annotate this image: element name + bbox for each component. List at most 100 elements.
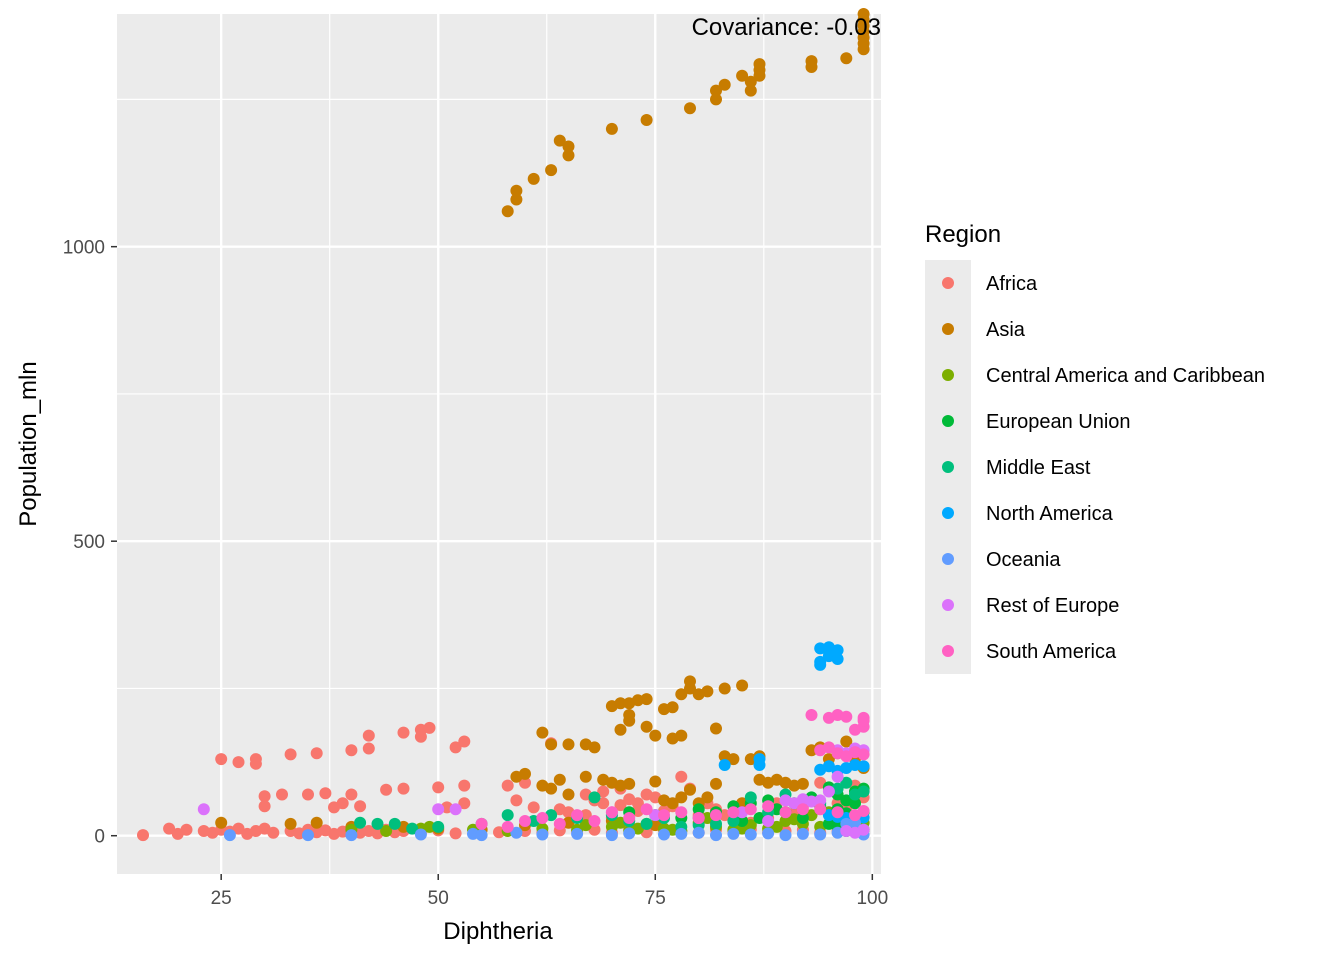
data-point [197, 803, 210, 816]
data-point [814, 803, 827, 816]
data-point [736, 69, 749, 82]
data-point [562, 788, 575, 801]
data-point [527, 801, 540, 814]
data-point [371, 817, 384, 830]
data-point [267, 826, 280, 839]
legend-key-middle-east [942, 461, 954, 473]
data-point [414, 828, 427, 841]
legend-key-rest-of-europe [942, 599, 954, 611]
data-point [284, 748, 297, 761]
data-point [857, 805, 870, 817]
data-point [310, 816, 323, 829]
data-point [345, 829, 358, 842]
data-point [736, 679, 749, 692]
data-point [458, 797, 471, 810]
legend-label-central-america-and-caribbean: Central America and Caribbean [986, 365, 1265, 387]
data-point [579, 770, 592, 783]
data-point [588, 815, 601, 827]
data-point [849, 797, 861, 810]
legend-title: Region [925, 221, 1001, 248]
data-point [215, 816, 228, 829]
x-axis-title: Diphtheria [443, 918, 553, 945]
data-point [623, 812, 636, 824]
data-point [345, 744, 358, 757]
data-point [675, 806, 688, 819]
data-point [857, 785, 870, 798]
data-point [840, 825, 853, 837]
legend-items: Africa Asia Central America and Caribbean E… [942, 273, 1265, 663]
data-point [163, 822, 176, 835]
data-point [510, 184, 523, 197]
data-point [718, 759, 731, 771]
data-point [562, 140, 575, 153]
data-point [640, 720, 653, 733]
data-point [675, 688, 688, 701]
data-point [354, 816, 367, 829]
data-point [692, 826, 705, 839]
data-point [675, 770, 688, 783]
data-point [562, 738, 575, 751]
data-point [406, 822, 419, 835]
legend-label-oceania: Oceania [986, 549, 1061, 571]
data-point [744, 791, 757, 804]
data-point [831, 770, 844, 783]
data-point [449, 827, 462, 840]
data-point [458, 735, 471, 748]
data-point [501, 205, 514, 218]
data-point [779, 829, 792, 842]
data-point [302, 829, 314, 842]
y-axis: 0 500 1000 [63, 238, 117, 848]
data-point [536, 828, 549, 841]
data-point [857, 8, 870, 20]
data-point [701, 791, 714, 804]
data-point [805, 795, 818, 808]
data-point [276, 788, 288, 801]
data-point [831, 806, 844, 819]
data-point [588, 741, 601, 754]
data-point [692, 688, 705, 701]
data-point [831, 644, 844, 657]
data-point [649, 775, 662, 788]
data-point [605, 122, 618, 135]
data-point [822, 741, 835, 754]
data-point [397, 726, 410, 739]
data-point [640, 114, 653, 126]
data-point [310, 747, 323, 760]
data-point [562, 149, 575, 162]
x-axis: 25 50 75 100 [211, 874, 888, 909]
data-point [449, 741, 462, 754]
data-point [423, 820, 436, 833]
data-point [336, 797, 349, 810]
data-point [727, 827, 740, 840]
data-point [232, 822, 245, 835]
data-point [284, 817, 297, 830]
data-point [605, 829, 618, 842]
data-point [762, 800, 775, 813]
data-points [137, 8, 870, 842]
x-tick-label: 100 [856, 888, 888, 909]
data-point [649, 729, 662, 742]
data-point [137, 829, 149, 842]
data-point [640, 803, 653, 816]
data-point [710, 722, 722, 735]
data-point [796, 827, 809, 840]
data-point [527, 172, 540, 185]
data-point [571, 809, 584, 822]
data-point [710, 93, 722, 106]
legend-key-central-america-and-caribbean [942, 369, 954, 381]
x-tick-label: 75 [645, 888, 666, 909]
series-asia [215, 8, 870, 836]
data-point [744, 84, 757, 97]
data-point [710, 817, 722, 830]
data-point [180, 823, 193, 836]
data-point [649, 809, 662, 822]
legend-key-asia [942, 323, 954, 335]
data-point [692, 812, 705, 824]
legend-key-oceania [942, 553, 954, 565]
x-tick-label: 50 [428, 888, 449, 909]
legend-label-european-union: European Union [986, 411, 1131, 433]
data-point [345, 788, 358, 801]
data-point [770, 820, 783, 833]
